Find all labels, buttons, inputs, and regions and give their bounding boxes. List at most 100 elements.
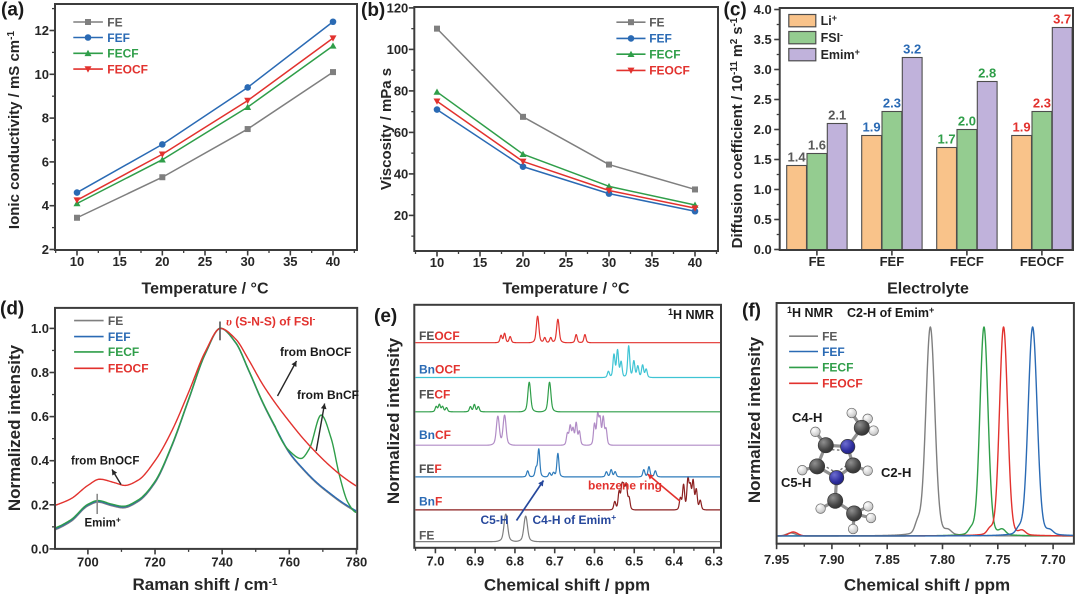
svg-text:from BnOCF: from BnOCF xyxy=(280,345,351,359)
svg-text:0.8: 0.8 xyxy=(31,365,49,380)
svg-text:0.5: 0.5 xyxy=(754,212,772,227)
svg-text:Electrolyte: Electrolyte xyxy=(887,281,969,298)
svg-text:benzene ring: benzene ring xyxy=(588,479,662,493)
svg-text:BnOCF: BnOCF xyxy=(419,362,460,376)
svg-text:6.3: 6.3 xyxy=(705,553,723,568)
svg-text:3.7: 3.7 xyxy=(1053,12,1071,27)
svg-text:1.0: 1.0 xyxy=(754,182,772,197)
svg-text:Temperature / °C: Temperature / °C xyxy=(141,281,268,298)
svg-text:7.70: 7.70 xyxy=(1040,552,1065,567)
svg-text:Normalized intensity: Normalized intensity xyxy=(745,336,764,503)
svg-text:20: 20 xyxy=(516,255,530,270)
svg-text:FEF: FEF xyxy=(649,32,672,46)
svg-text:25: 25 xyxy=(559,255,573,270)
svg-text:from BnOCF: from BnOCF xyxy=(71,456,139,468)
svg-text:Emim+: Emim+ xyxy=(85,515,121,530)
svg-text:FEF: FEF xyxy=(822,345,845,359)
svg-text:25: 25 xyxy=(198,254,212,269)
svg-text:6.8: 6.8 xyxy=(506,553,524,568)
svg-text:1.5: 1.5 xyxy=(754,152,772,167)
svg-text:FECF: FECF xyxy=(419,387,450,401)
svg-text:Normalized intensity: Normalized intensity xyxy=(384,337,403,504)
svg-text:6.9: 6.9 xyxy=(466,553,484,568)
svg-text:υ (S-N-S) of FSI-: υ (S-N-S) of FSI- xyxy=(226,314,316,329)
svg-text:3.2: 3.2 xyxy=(903,42,921,57)
svg-text:15: 15 xyxy=(473,255,487,270)
svg-text:1.7: 1.7 xyxy=(938,132,956,147)
svg-text:3.5: 3.5 xyxy=(754,32,772,47)
svg-text:BnCF: BnCF xyxy=(419,428,451,442)
svg-text:2.1: 2.1 xyxy=(828,108,846,123)
svg-text:FEOCF: FEOCF xyxy=(649,64,690,78)
svg-text:Diffusion coefficient / 10-11: Diffusion coefficient / 10-11 m2 s-1 xyxy=(729,17,746,248)
svg-text:35: 35 xyxy=(283,254,297,269)
svg-text:6.4: 6.4 xyxy=(665,553,684,568)
svg-text:6.6: 6.6 xyxy=(585,553,603,568)
svg-text:4: 4 xyxy=(42,198,50,213)
svg-text:Emim+: Emim+ xyxy=(821,47,860,62)
svg-text:6.5: 6.5 xyxy=(625,553,643,568)
svg-text:80: 80 xyxy=(394,83,408,98)
svg-text:C5-H: C5-H xyxy=(781,475,811,490)
svg-text:6: 6 xyxy=(42,154,49,169)
svg-text:7.0: 7.0 xyxy=(426,553,444,568)
svg-text:40: 40 xyxy=(688,255,702,270)
svg-text:Chemical shift / ppm: Chemical shift / ppm xyxy=(484,576,650,594)
svg-text:FE: FE xyxy=(108,314,123,328)
svg-text:FEF: FEF xyxy=(880,254,905,269)
svg-text:(e): (e) xyxy=(374,306,397,327)
svg-text:2.5: 2.5 xyxy=(754,92,772,107)
svg-text:720: 720 xyxy=(144,554,166,569)
svg-text:7.95: 7.95 xyxy=(764,552,789,567)
svg-text:FEOCF: FEOCF xyxy=(419,329,460,343)
svg-text:2.8: 2.8 xyxy=(978,66,996,81)
svg-text:20: 20 xyxy=(394,208,408,223)
svg-text:FE: FE xyxy=(809,254,826,269)
svg-text:1H NMR: 1H NMR xyxy=(668,307,714,322)
svg-text:0.0: 0.0 xyxy=(31,541,49,556)
svg-text:780: 780 xyxy=(346,554,368,569)
svg-text:1.9: 1.9 xyxy=(863,120,881,135)
svg-text:FEF: FEF xyxy=(419,462,442,476)
svg-text:Raman shift / cm-1: Raman shift / cm-1 xyxy=(133,575,278,594)
svg-text:10: 10 xyxy=(430,255,444,270)
svg-text:FEOCF: FEOCF xyxy=(107,62,148,76)
svg-text:FEOCF: FEOCF xyxy=(1020,254,1064,269)
svg-text:FEOCF: FEOCF xyxy=(108,362,149,376)
svg-text:Ionic conductivity / mS cm-1: Ionic conductivity / mS cm-1 xyxy=(6,31,23,230)
svg-text:7.75: 7.75 xyxy=(985,552,1010,567)
svg-text:Normalized intensity: Normalized intensity xyxy=(5,344,24,511)
svg-text:C4-H of Emim+: C4-H of Emim+ xyxy=(533,512,617,527)
svg-text:0.2: 0.2 xyxy=(31,497,49,512)
svg-text:FECF: FECF xyxy=(108,345,139,359)
svg-text:FECF: FECF xyxy=(649,48,680,62)
svg-text:40: 40 xyxy=(326,254,340,269)
svg-text:30: 30 xyxy=(602,255,616,270)
svg-text:7.80: 7.80 xyxy=(930,552,955,567)
svg-text:(d): (d) xyxy=(0,299,24,320)
svg-text:10: 10 xyxy=(70,254,84,269)
svg-text:Temperature / °C: Temperature / °C xyxy=(502,281,629,298)
svg-text:20: 20 xyxy=(155,254,169,269)
svg-text:FE: FE xyxy=(419,528,434,542)
svg-text:FE: FE xyxy=(107,15,122,29)
svg-text:740: 740 xyxy=(211,554,233,569)
svg-text:FECF: FECF xyxy=(950,254,984,269)
svg-text:4.0: 4.0 xyxy=(754,2,772,17)
svg-text:3.0: 3.0 xyxy=(754,62,772,77)
svg-text:FEOCF: FEOCF xyxy=(822,377,863,391)
svg-text:FE: FE xyxy=(822,330,837,344)
svg-text:C5-H: C5-H xyxy=(481,513,509,527)
svg-text:BnF: BnF xyxy=(419,494,442,508)
svg-text:(a): (a) xyxy=(1,0,24,21)
svg-text:from BnCF: from BnCF xyxy=(297,388,359,402)
svg-text:7.90: 7.90 xyxy=(819,552,844,567)
svg-text:12: 12 xyxy=(35,23,49,38)
svg-text:1.9: 1.9 xyxy=(1013,120,1031,135)
svg-text:2.0: 2.0 xyxy=(958,114,976,129)
svg-text:2: 2 xyxy=(42,242,49,257)
svg-text:1.6: 1.6 xyxy=(808,138,826,153)
svg-text:(c): (c) xyxy=(724,0,747,21)
svg-text:0.0: 0.0 xyxy=(754,242,772,257)
